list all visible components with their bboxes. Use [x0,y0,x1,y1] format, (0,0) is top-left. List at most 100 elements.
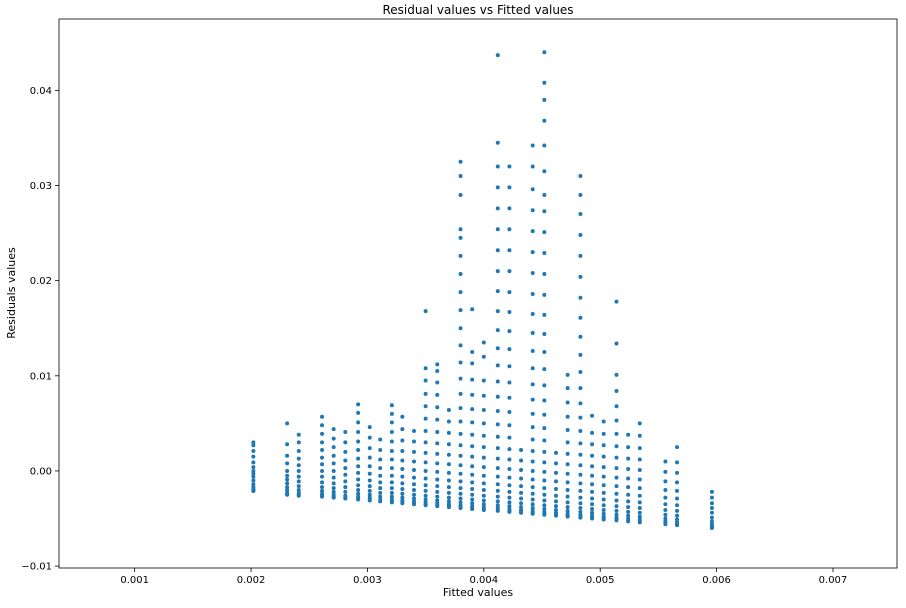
scatter-point [389,411,394,416]
scatter-point [553,507,558,512]
scatter-point [614,372,619,377]
scatter-point [495,482,500,487]
scatter-point [637,500,642,505]
scatter-point [578,253,583,258]
scatter-point [530,208,535,213]
scatter-point [590,473,595,478]
scatter-point [458,326,463,331]
scatter-point [320,414,325,419]
scatter-point [626,476,631,481]
scatter-point [601,497,606,502]
scatter-point [578,334,583,339]
scatter-point [709,519,714,524]
scatter-point [601,454,606,459]
scatter-point [470,350,475,355]
scatter-point [423,493,428,498]
scatter-point [507,185,512,190]
scatter-point [343,458,348,463]
scatter-point [423,500,428,505]
scatter-point [285,461,290,466]
y-tick-label: 0.00 [30,466,52,477]
scatter-point [530,459,535,464]
scatter-point [331,492,336,497]
scatter-point [601,419,606,424]
scatter-point [411,487,416,492]
x-tick-label: 0.006 [702,575,731,586]
scatter-point [614,299,619,304]
scatter-point [331,445,336,450]
scatter-point [507,248,512,253]
scatter-point [637,517,642,522]
scatter-point [542,498,547,503]
scatter-point [367,492,372,497]
scatter-point [296,440,301,445]
scatter-point [458,159,463,164]
scatter-point [435,461,440,466]
scatter-point [296,490,301,495]
scatter-point [435,501,440,506]
scatter-point [590,513,595,518]
scatter-point [590,482,595,487]
scatter-point [601,503,606,508]
scatter-point [458,360,463,365]
scatter-point [565,372,570,377]
plot-frame [58,18,898,569]
scatter-point [331,468,336,473]
scatter-point [446,485,451,490]
scatter-point [495,289,500,294]
scatter-point [251,448,256,453]
scatter-point [530,437,535,442]
scatter-point [343,479,348,484]
scatter-point [614,498,619,503]
scatter-point [423,416,428,421]
scatter-point [530,411,535,416]
scatter-point [285,485,290,490]
scatter-point [320,440,325,445]
scatter-point [423,404,428,409]
scatter-point [356,464,361,469]
scatter-point [553,479,558,484]
scatter-point [331,481,336,486]
scatter-point [675,517,680,522]
scatter-point [470,420,475,425]
scatter-point [614,515,619,520]
scatter-point [578,512,583,517]
scatter-point [470,501,475,506]
scatter-point [481,481,486,486]
scatter-point [542,478,547,483]
scatter-point [614,444,619,449]
scatter-point [530,366,535,371]
scatter-point [507,467,512,472]
y-tick-label: −0.01 [21,562,52,573]
scatter-point [578,506,583,511]
scatter-point [675,445,680,450]
scatter-point [495,474,500,479]
scatter-point [542,426,547,431]
scatter-point [578,274,583,279]
scatter-point [356,491,361,496]
scatter-point [481,505,486,510]
scatter-point [530,271,535,276]
scatter-point [470,454,475,459]
scatter-point [378,448,383,453]
scatter-point [507,475,512,480]
scatter-point [637,468,642,472]
scatter-point [542,507,547,512]
scatter-point [578,441,583,446]
y-axis-ticks: −0.01 0.00 0.01 0.02 0.03 0.04 [21,86,59,573]
scatter-point [519,507,524,512]
scatter-point [565,440,570,445]
scatter-point [251,443,256,448]
scatter-point [709,515,714,520]
scatter-point [507,227,512,232]
scatter-point [400,448,405,453]
scatter-point [367,435,372,440]
scatter-point [423,450,428,455]
scatter-point [553,499,558,504]
scatter-point [285,490,290,495]
scatter-point [614,504,619,509]
scatter-point [320,488,325,493]
scatter-point [367,455,372,460]
scatter-point [709,510,714,515]
scatter-point [578,501,583,506]
